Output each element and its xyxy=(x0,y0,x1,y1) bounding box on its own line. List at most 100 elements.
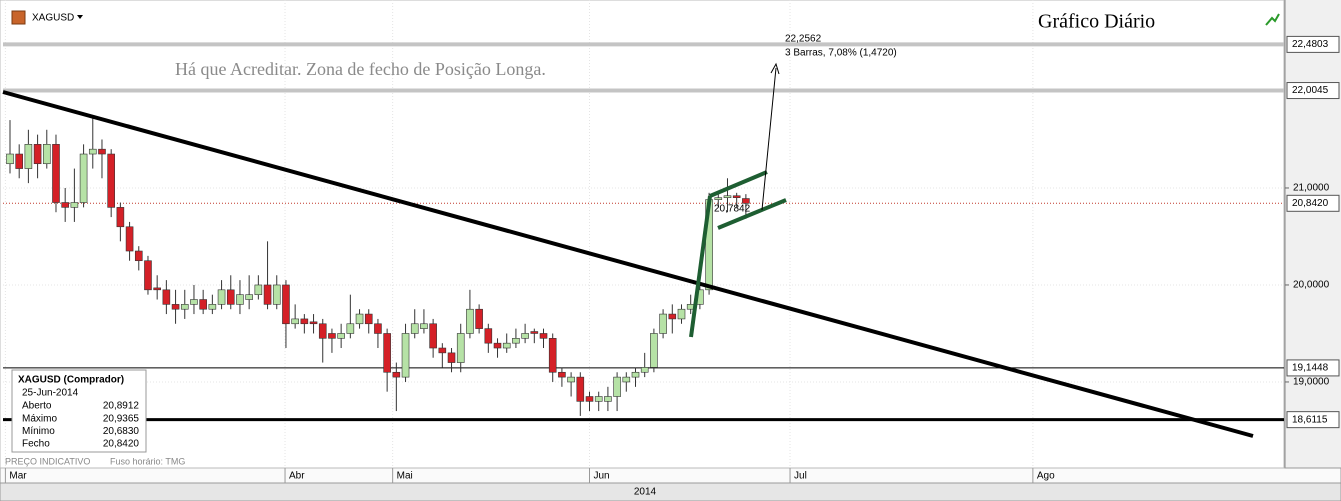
candle-body xyxy=(33,144,42,165)
info-value: 20,8912 xyxy=(103,401,140,412)
level-label: 22,0045 xyxy=(1292,85,1329,96)
info-date: 25-Jun-2014 xyxy=(22,388,79,399)
candle-body xyxy=(199,299,207,310)
chart-title: Gráfico Diário xyxy=(1038,11,1155,33)
candle-body xyxy=(144,260,152,291)
level-label: 20,8420 xyxy=(1292,198,1329,209)
plot-border xyxy=(0,0,1285,469)
annotation: Há que Acreditar. Zona de fecho de Posiç… xyxy=(175,59,546,79)
candle-body xyxy=(263,284,272,305)
candle-body xyxy=(622,376,631,383)
flag-pole xyxy=(689,195,712,338)
candle-body xyxy=(576,376,585,402)
candle-body xyxy=(282,284,290,325)
trend-line xyxy=(2,90,1254,438)
candle-body xyxy=(484,328,493,344)
candle-body xyxy=(42,144,51,165)
candle-body xyxy=(190,299,198,305)
measure-arrow xyxy=(770,62,780,75)
symbol[interactable]: XAGUSD xyxy=(32,13,74,24)
candle-body xyxy=(723,195,732,198)
candle-body xyxy=(594,396,603,402)
candle-body xyxy=(530,331,539,334)
candle-body xyxy=(438,347,447,354)
time-axis-area xyxy=(0,467,1341,484)
candle-body xyxy=(364,313,373,325)
candle-body xyxy=(217,289,226,305)
candle-body xyxy=(134,250,143,262)
candle-body xyxy=(613,376,621,397)
candle-body xyxy=(79,153,88,203)
status-icon xyxy=(1265,13,1280,26)
candle-body xyxy=(447,352,456,363)
candle-body xyxy=(208,304,217,310)
candle-body xyxy=(24,144,33,169)
candle-body xyxy=(116,207,125,228)
candle-body xyxy=(153,287,161,291)
candle-body xyxy=(548,338,557,373)
candle-body xyxy=(631,371,640,378)
candle-body xyxy=(677,308,686,320)
candle-body xyxy=(171,304,180,310)
info-value: 20,8420 xyxy=(103,439,140,450)
candle-body xyxy=(668,313,677,320)
candle-body xyxy=(650,333,658,368)
candle-body xyxy=(88,148,97,155)
candle-body xyxy=(475,308,483,329)
candle-body xyxy=(502,342,511,349)
info-value: 20,6830 xyxy=(103,426,140,437)
candle-body xyxy=(466,308,474,334)
candle-body xyxy=(521,333,529,339)
level-label-box xyxy=(1286,359,1340,377)
candle-body xyxy=(742,198,750,204)
x-tick-label: Ago xyxy=(1037,471,1055,482)
flag-top xyxy=(709,170,768,198)
level-label-box xyxy=(1286,194,1340,212)
year-bar xyxy=(0,482,1341,501)
level-label: 18,6115 xyxy=(1292,414,1328,425)
x-tick-label: Jul xyxy=(794,471,807,482)
candle-body xyxy=(107,153,115,208)
x-tick-label: Mar xyxy=(9,471,27,482)
candle-body xyxy=(659,313,667,334)
candle-body xyxy=(493,342,502,349)
candle-body xyxy=(374,323,382,334)
candle-body xyxy=(401,333,410,378)
candle-body xyxy=(567,376,575,383)
candle-body xyxy=(640,367,649,373)
y-tick-label: 20,0000 xyxy=(1293,280,1330,291)
candle-body xyxy=(309,321,318,325)
candle-body xyxy=(6,153,14,165)
symbol-dropdown[interactable] xyxy=(77,15,83,19)
candle-body xyxy=(714,197,723,200)
candle-body xyxy=(604,396,612,402)
measure-start: 20,7842 xyxy=(714,204,751,215)
level-label-box xyxy=(1286,35,1340,53)
measure-line xyxy=(761,67,777,211)
price-axis-area xyxy=(1285,0,1341,468)
candle-body xyxy=(61,202,69,208)
candle-body xyxy=(272,284,281,305)
x-tick-label: Jun xyxy=(594,471,610,482)
candle-body xyxy=(226,289,235,305)
candle-body xyxy=(420,323,428,329)
candle-body xyxy=(558,371,566,378)
info-title: XAGUSD (Comprador) xyxy=(18,375,124,386)
symbol-icon[interactable] xyxy=(11,10,26,25)
candle-body xyxy=(125,226,134,252)
flag-bottom xyxy=(717,198,787,230)
candle-body xyxy=(180,304,189,310)
candle-body xyxy=(52,144,60,203)
y-tick-label: 21,0000 xyxy=(1293,183,1330,194)
candle-body xyxy=(392,371,401,378)
info-label: Mínimo xyxy=(22,426,55,437)
candle-body xyxy=(254,284,263,295)
candle-body xyxy=(300,318,309,325)
candle-body xyxy=(245,294,253,300)
info-label: Aberto xyxy=(22,401,52,412)
candle-body xyxy=(162,289,171,305)
candle-body xyxy=(585,396,594,402)
level-label: 19,1448 xyxy=(1292,363,1329,374)
measure-detail: 3 Barras, 7,08% (1,4720) xyxy=(785,48,897,59)
